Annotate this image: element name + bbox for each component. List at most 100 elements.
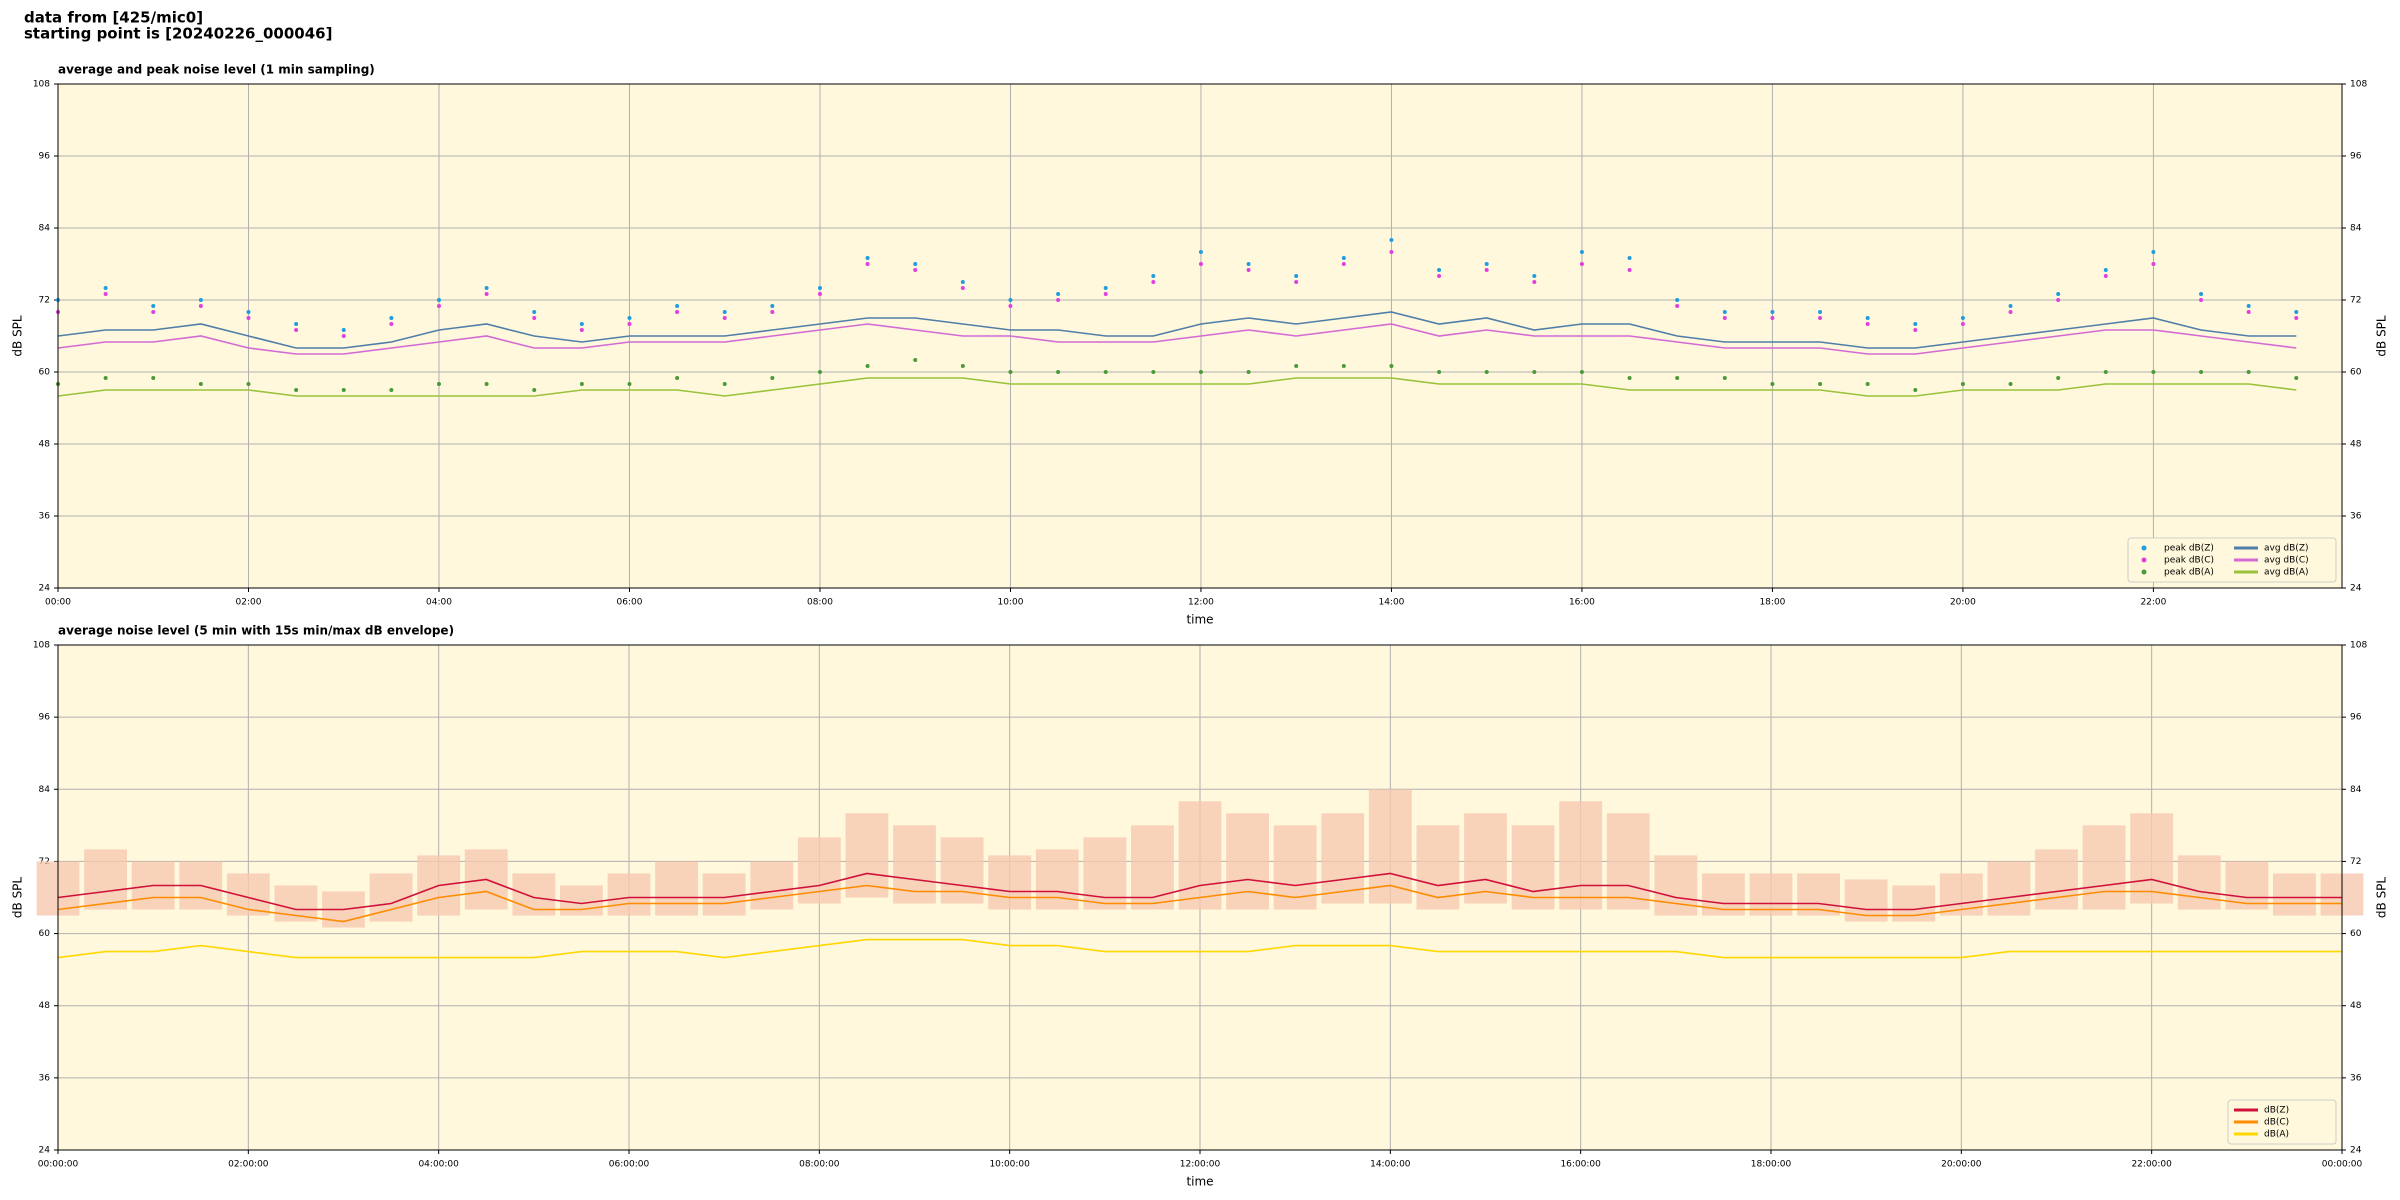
peak-point: [246, 310, 251, 314]
peak-point: [1389, 238, 1394, 242]
legend-label: dB(A): [2264, 1130, 2289, 1140]
y-tick-label: 24: [2350, 1146, 2362, 1156]
y-tick-label: 24: [39, 584, 51, 594]
y-tick-label: 36: [39, 1073, 51, 1083]
peak-point: [675, 304, 680, 308]
peak-point: [1246, 370, 1251, 374]
envelope: [1606, 813, 1650, 910]
envelope: [1749, 873, 1793, 916]
y-axis-label: dB SPL: [11, 315, 25, 357]
x-tick-label: 00:00:00: [2322, 1160, 2363, 1170]
x-tick-label: 04:00: [426, 598, 452, 608]
peak-point: [1913, 322, 1918, 326]
peak-point: [198, 382, 203, 386]
peak-point: [1294, 364, 1299, 368]
peak-point: [1198, 250, 1203, 254]
peak-point: [532, 310, 537, 314]
envelope: [560, 885, 603, 916]
x-tick-label: 02:00: [236, 598, 262, 608]
x-tick-label: 06:00:00: [609, 1160, 650, 1170]
peak-point: [2056, 292, 2061, 296]
peak-point: [484, 286, 489, 290]
peak-point: [1770, 316, 1775, 320]
peak-point: [722, 310, 727, 314]
peak-point: [2151, 250, 2156, 254]
peak-point: [151, 376, 156, 380]
peak-point: [1389, 250, 1394, 254]
peak-point: [389, 322, 394, 326]
envelope: [1939, 873, 1983, 916]
peak-point: [579, 382, 584, 386]
y-tick-label: 72: [2350, 857, 2361, 867]
peak-point: [484, 292, 489, 296]
peak-point: [484, 382, 489, 386]
x-tick-label: 00:00:00: [38, 1160, 79, 1170]
peak-point: [1865, 322, 1870, 326]
x-tick-label: 08:00: [807, 598, 833, 608]
peak-point: [103, 376, 108, 380]
peak-point: [1056, 370, 1061, 374]
envelope: [2177, 855, 2221, 910]
peak-point: [2199, 292, 2204, 296]
y-tick-label: 60: [39, 929, 51, 939]
peak-point: [389, 388, 394, 392]
peak-point: [1008, 298, 1013, 302]
peak-point: [1532, 370, 1537, 374]
y-tick-label: 60: [2350, 368, 2362, 378]
peak-point: [389, 316, 394, 320]
peak-point: [1484, 370, 1489, 374]
peak-point: [436, 382, 441, 386]
y-tick-label: 72: [2350, 296, 2361, 306]
peak-point: [2103, 274, 2108, 278]
y-tick-label: 108: [33, 80, 50, 90]
series-line: [57, 884, 2342, 923]
peak-point: [1103, 370, 1108, 374]
envelope: [1178, 801, 1222, 910]
envelope: [1987, 861, 2031, 916]
peak-point: [817, 286, 822, 290]
y-tick-label: 84: [39, 224, 51, 234]
peak-point: [865, 256, 870, 260]
envelope: [607, 873, 651, 916]
peak-point: [1246, 262, 1251, 266]
plot-frame: [57, 83, 2343, 589]
x-tick-label: 14:00: [1378, 598, 1404, 608]
x-tick-label: 16:00: [1569, 598, 1595, 608]
peak-point: [1056, 292, 1061, 296]
peak-point: [2008, 382, 2013, 386]
x-tick-label: 18:00: [1759, 598, 1785, 608]
peak-point: [865, 364, 870, 368]
peak-point: [2246, 310, 2251, 314]
series-line: [57, 938, 2342, 959]
envelope: [1464, 813, 1507, 904]
envelope: [2273, 873, 2316, 916]
x-tick-label: 14:00:00: [1370, 1160, 1411, 1170]
envelope: [1654, 855, 1698, 916]
y-axis-label: dB SPL: [2375, 877, 2389, 919]
y-tick-label: 48: [39, 1001, 51, 1011]
peak-point: [1865, 316, 1870, 320]
envelope: [750, 861, 794, 910]
legend-label: avg dB(C): [2264, 556, 2309, 566]
peak-point: [1103, 292, 1108, 296]
peak-point: [2294, 310, 2299, 314]
peak-point: [2151, 262, 2156, 266]
x-tick-label: 10:00: [997, 598, 1023, 608]
envelope: [797, 837, 841, 904]
x-tick-label: 20:00: [1950, 598, 1976, 608]
peak-point: [770, 310, 775, 314]
y-tick-label: 96: [2350, 152, 2362, 162]
y-tick-label: 72: [39, 296, 50, 306]
peak-point: [1913, 388, 1918, 392]
envelope: [1797, 873, 1840, 916]
peak-point: [436, 298, 441, 302]
envelope: [940, 837, 984, 904]
peak-point: [2103, 370, 2108, 374]
peak-point: [1579, 250, 1584, 254]
peak-point: [1437, 370, 1442, 374]
peak-point: [722, 316, 727, 320]
peak-point: [151, 310, 156, 314]
peak-point: [294, 322, 299, 326]
y-tick-label: 60: [2350, 929, 2362, 939]
envelope: [702, 873, 746, 916]
